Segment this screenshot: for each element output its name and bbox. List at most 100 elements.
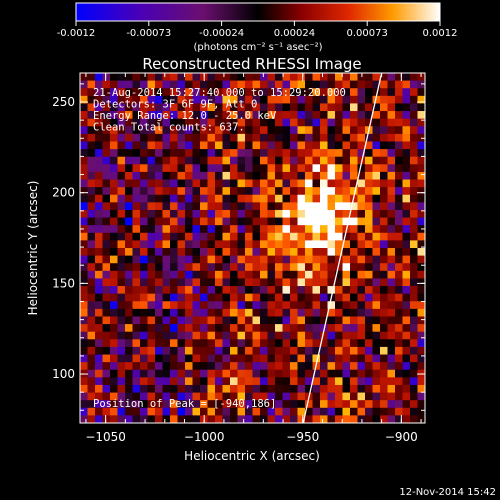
heatmap-cell bbox=[252, 156, 261, 165]
heatmap-cell bbox=[350, 331, 359, 340]
heatmap-cell bbox=[140, 73, 149, 82]
heatmap-cell bbox=[222, 187, 231, 196]
heatmap-cell bbox=[110, 301, 119, 310]
heatmap-cell bbox=[335, 164, 344, 173]
heatmap-cell bbox=[162, 407, 171, 416]
heatmap-cell bbox=[215, 362, 224, 371]
heatmap-cell bbox=[275, 415, 284, 423]
heatmap-cell bbox=[267, 248, 276, 257]
heatmap-cell bbox=[87, 392, 96, 401]
heatmap-cell bbox=[312, 209, 321, 219]
heatmap-cell bbox=[192, 202, 201, 211]
heatmap-cell bbox=[125, 384, 134, 394]
heatmap-cell bbox=[267, 316, 276, 325]
heatmap-cell bbox=[267, 80, 276, 89]
heatmap-cell bbox=[230, 293, 239, 302]
heatmap-cell bbox=[110, 133, 119, 143]
heatmap-cell bbox=[147, 324, 156, 333]
heatmap-cell bbox=[222, 118, 231, 127]
heatmap-cell bbox=[305, 164, 314, 173]
heatmap-cell bbox=[125, 316, 134, 325]
heatmap-cell bbox=[147, 171, 156, 181]
heatmap-cell bbox=[342, 248, 351, 257]
heatmap-cell bbox=[305, 209, 314, 219]
heatmap-cell bbox=[140, 362, 149, 371]
heatmap-cell bbox=[222, 354, 231, 363]
heatmap-cell bbox=[140, 194, 149, 203]
heatmap-cell bbox=[335, 377, 344, 386]
heatmap-cell bbox=[237, 202, 246, 211]
heatmap-cell bbox=[297, 301, 306, 310]
heatmap-cell bbox=[95, 225, 104, 234]
heatmap-cell bbox=[327, 103, 336, 112]
heatmap-cell bbox=[305, 187, 314, 196]
heatmap-cell bbox=[327, 400, 336, 409]
heatmap-cell bbox=[200, 179, 209, 188]
heatmap-cell bbox=[372, 324, 381, 333]
heatmap-cell bbox=[207, 324, 216, 333]
heatmap-cell bbox=[275, 156, 284, 165]
heatmap-cell bbox=[320, 111, 329, 120]
heatmap-cell bbox=[132, 118, 141, 127]
heatmap-cell bbox=[207, 316, 216, 325]
heatmap-cell bbox=[335, 118, 344, 127]
heatmap-cell bbox=[192, 293, 201, 302]
heatmap-cell bbox=[335, 133, 344, 143]
heatmap-cell bbox=[387, 362, 396, 371]
heatmap-cell bbox=[305, 111, 314, 120]
heatmap-cell bbox=[125, 141, 134, 150]
heatmap-cell bbox=[365, 308, 374, 318]
heatmap-cell bbox=[275, 255, 284, 264]
heatmap-cell bbox=[155, 301, 164, 310]
heatmap-cell bbox=[117, 400, 126, 409]
heatmap-cell bbox=[327, 209, 336, 219]
heatmap-cell bbox=[282, 392, 291, 401]
heatmap-cell bbox=[417, 293, 425, 302]
heatmap-cell bbox=[222, 384, 231, 394]
heatmap-cell bbox=[147, 270, 156, 280]
heatmap-cell bbox=[80, 278, 89, 287]
heatmap-cell bbox=[335, 369, 344, 378]
heatmap-cell bbox=[237, 301, 246, 310]
heatmap-cell bbox=[342, 164, 351, 173]
heatmap-cell bbox=[117, 209, 126, 219]
heatmap-cell bbox=[395, 225, 404, 234]
heatmap-cell bbox=[267, 149, 276, 158]
heatmap-cell bbox=[87, 263, 96, 272]
heatmap-cell bbox=[185, 240, 194, 249]
heatmap-cell bbox=[87, 171, 96, 181]
heatmap-cell bbox=[372, 354, 381, 363]
heatmap-cell bbox=[147, 194, 156, 203]
y-tick-label: 200 bbox=[52, 186, 75, 200]
heatmap-cell bbox=[132, 255, 141, 264]
heatmap-cell bbox=[342, 80, 351, 89]
heatmap-cell bbox=[305, 194, 314, 203]
heatmap-cell bbox=[357, 73, 366, 82]
heatmap-cell bbox=[327, 407, 336, 416]
heatmap-cell bbox=[237, 179, 246, 188]
heatmap-cell bbox=[290, 118, 299, 127]
heatmap-cell bbox=[185, 324, 194, 333]
heatmap-cell bbox=[237, 156, 246, 165]
heatmap-cell bbox=[177, 149, 186, 158]
heatmap-cell bbox=[222, 202, 231, 211]
heatmap-cell bbox=[297, 384, 306, 394]
heatmap-cell bbox=[327, 194, 336, 203]
heatmap-cell bbox=[110, 103, 119, 112]
heatmap-cell bbox=[365, 73, 374, 82]
heatmap-cell bbox=[410, 293, 419, 302]
heatmap-cell bbox=[185, 308, 194, 318]
heatmap-cell bbox=[87, 187, 96, 196]
heatmap-cell bbox=[177, 369, 186, 378]
heatmap-cell bbox=[402, 164, 411, 173]
heatmap-cell bbox=[140, 232, 149, 241]
heatmap-cell bbox=[200, 331, 209, 340]
heatmap-cell bbox=[410, 308, 419, 318]
heatmap-cell bbox=[252, 369, 261, 378]
heatmap-cell bbox=[102, 324, 111, 333]
heatmap-cell bbox=[237, 194, 246, 203]
heatmap-cell bbox=[380, 248, 389, 257]
heatmap-cell bbox=[290, 194, 299, 203]
heatmap-cell bbox=[402, 377, 411, 386]
heatmap-cell bbox=[252, 232, 261, 241]
